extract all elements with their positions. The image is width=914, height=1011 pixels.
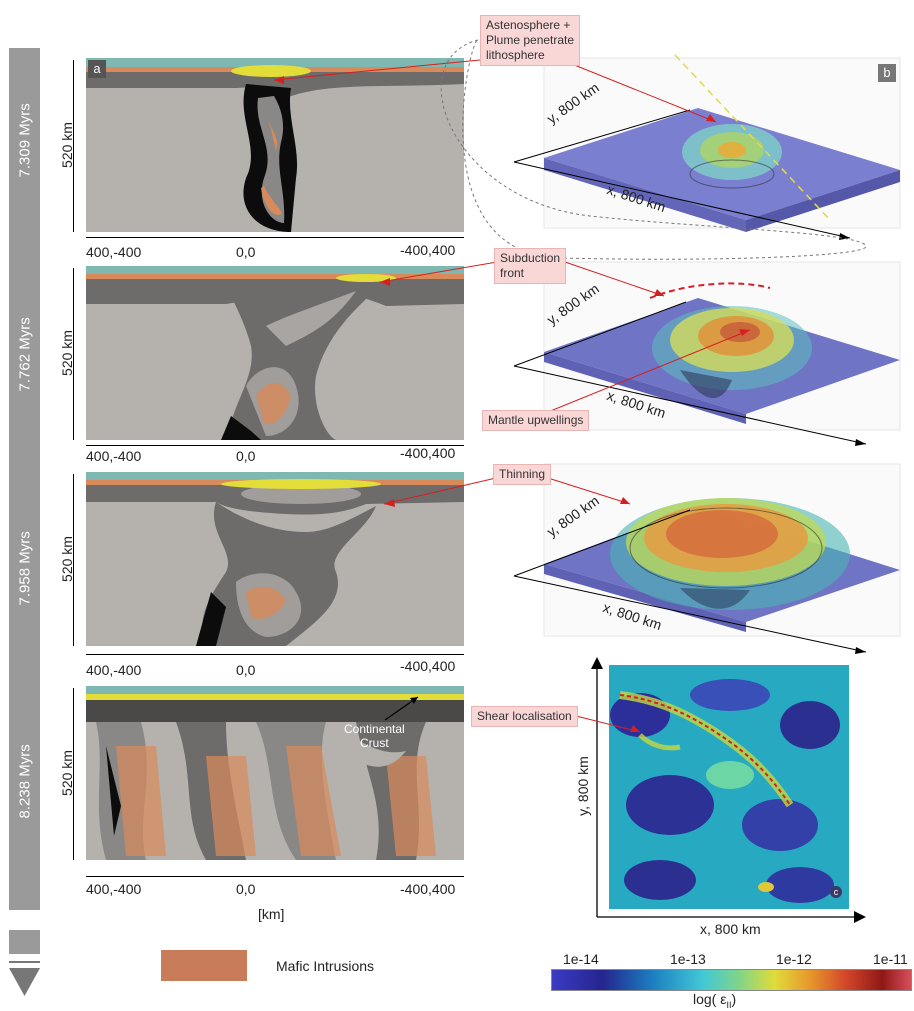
thinning-callout: Thinning	[493, 464, 552, 485]
strain-x-axis-label: x, 800 km	[700, 921, 761, 937]
strain-rate-map	[591, 657, 866, 923]
upwellings-callout: Mantle upwellings	[482, 410, 590, 431]
x-right-2: -400,400	[400, 445, 456, 461]
x-mid-3: 0,0	[236, 662, 256, 678]
depth-axis-3	[73, 474, 74, 646]
subduction-callout-line-1: Subduction	[500, 251, 561, 265]
x-left-1: 400,-400	[86, 244, 142, 260]
panel-b-tag: b	[878, 64, 896, 82]
depth-axis-2	[73, 268, 74, 440]
x-right-4: -400,400	[400, 881, 456, 897]
plume-callout-line-1: Astenosphere +	[486, 18, 571, 32]
cross-section-panel-3	[86, 472, 464, 646]
timeline-continuation-block	[9, 930, 40, 954]
timeline-bar	[9, 48, 40, 910]
colorbar-gradient	[551, 969, 912, 991]
cross-section-1-graphic	[86, 58, 464, 232]
colorbar-label: log( εII)	[693, 991, 736, 1010]
mafic-legend-swatch	[161, 950, 247, 981]
plume-callout: Astenosphere + Plume penetrate lithosphe…	[480, 15, 581, 66]
x-mid-4: 0,0	[236, 881, 256, 897]
x-axis-1	[86, 237, 464, 238]
colorbar-tick-3: 1e-12	[776, 951, 812, 967]
cross-section-4-graphic	[86, 686, 464, 860]
cross-section-panel-1: a	[86, 58, 464, 232]
continental-crust-label-1: Continental	[344, 722, 405, 736]
x-mid-2: 0,0	[236, 448, 256, 464]
x-left-2: 400,-400	[86, 448, 142, 464]
cross-section-panel-2	[86, 266, 464, 440]
timeline-divider	[9, 961, 40, 963]
x-right-1: -400,400	[400, 242, 456, 258]
x-unit-label: [km]	[258, 906, 285, 922]
cross-section-panel-4	[86, 686, 464, 860]
shear-callout: Shear localisation	[471, 706, 578, 727]
colorbar-label-main: log( ε	[693, 991, 727, 1007]
subduction-callout: Subduction front	[494, 248, 567, 284]
depth-axis-4	[73, 688, 74, 860]
colorbar-label-sub: II	[726, 999, 732, 1010]
panel-c-tag: c	[830, 886, 842, 898]
timeline-arrow-icon	[9, 968, 40, 996]
depth-axis-1	[73, 60, 74, 232]
x-axis-4	[86, 876, 464, 877]
x-mid-1: 0,0	[236, 244, 256, 260]
x-left-4: 400,-400	[86, 881, 142, 897]
map-3d-panel-3	[513, 463, 901, 654]
x-right-3: -400,400	[400, 658, 456, 674]
colorbar-label-end: )	[731, 991, 737, 1007]
plume-callout-line-2: Plume penetrate	[486, 33, 575, 47]
continental-crust-label-2: Crust	[360, 736, 389, 750]
x-axis-2	[86, 445, 464, 446]
cross-section-2-graphic	[86, 266, 464, 440]
x-axis-3	[86, 654, 464, 655]
plume-callout-line-3: lithosphere	[486, 48, 545, 62]
colorbar-tick-4: 1e-11	[873, 951, 908, 967]
map-3d-panel-1	[513, 54, 901, 240]
colorbar-tick-1: 1e-14	[563, 951, 599, 967]
x-left-3: 400,-400	[86, 662, 142, 678]
map-3d-panel-2	[513, 261, 901, 446]
cross-section-3-graphic	[86, 472, 464, 646]
subduction-callout-line-2: front	[500, 266, 525, 280]
colorbar-tick-2: 1e-13	[670, 951, 706, 967]
panel-a-tag: a	[88, 60, 106, 78]
mafic-legend-label: Mafic Intrusions	[276, 958, 375, 974]
